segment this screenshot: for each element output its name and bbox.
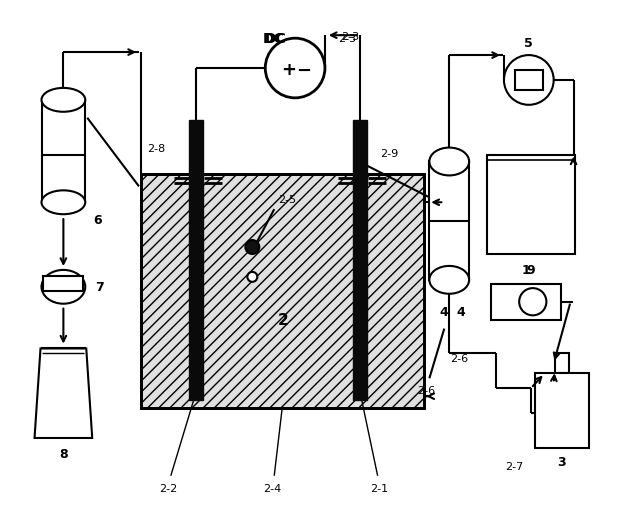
- Text: 2-7: 2-7: [505, 461, 523, 471]
- Bar: [535, 374, 589, 448]
- Bar: [189, 121, 203, 400]
- Ellipse shape: [429, 267, 469, 294]
- Ellipse shape: [41, 191, 85, 215]
- Text: 2-4: 2-4: [263, 483, 282, 493]
- Text: 2-6: 2-6: [418, 385, 435, 395]
- Bar: [141, 175, 424, 409]
- Text: −: −: [297, 62, 312, 80]
- Text: 8: 8: [59, 447, 68, 461]
- Text: 2-9: 2-9: [381, 148, 399, 158]
- Text: 1: 1: [522, 264, 530, 277]
- Text: 2-2: 2-2: [159, 483, 177, 493]
- Circle shape: [504, 56, 554, 106]
- Text: 2-3: 2-3: [338, 34, 356, 44]
- Bar: [491, 284, 561, 320]
- Text: 4: 4: [457, 306, 466, 319]
- Text: 5: 5: [524, 36, 533, 49]
- Ellipse shape: [41, 89, 85, 113]
- Bar: [555, 354, 569, 374]
- Bar: [353, 121, 367, 400]
- Text: 4: 4: [440, 306, 449, 319]
- Text: DC: DC: [265, 32, 286, 46]
- Ellipse shape: [41, 270, 85, 304]
- Text: 2: 2: [277, 312, 288, 327]
- Text: 2-3: 2-3: [340, 32, 359, 42]
- Bar: [41, 100, 85, 203]
- Bar: [487, 155, 574, 255]
- Text: 2-8: 2-8: [147, 143, 165, 154]
- Circle shape: [265, 39, 325, 98]
- Text: +: +: [281, 61, 296, 79]
- Circle shape: [245, 240, 260, 255]
- Bar: [515, 71, 543, 91]
- Bar: [141, 175, 424, 409]
- Circle shape: [519, 288, 546, 316]
- Text: 9: 9: [527, 264, 535, 277]
- Bar: [43, 276, 83, 291]
- Bar: [429, 162, 469, 280]
- Text: 7: 7: [95, 281, 103, 294]
- Text: 2-1: 2-1: [371, 483, 389, 493]
- Polygon shape: [34, 349, 92, 438]
- Text: 6: 6: [93, 213, 102, 226]
- Text: 2-5: 2-5: [278, 195, 296, 205]
- Text: 2-6: 2-6: [450, 354, 468, 364]
- Ellipse shape: [429, 148, 469, 176]
- Text: 3: 3: [557, 456, 566, 469]
- Circle shape: [248, 272, 257, 282]
- Text: DC: DC: [262, 32, 284, 46]
